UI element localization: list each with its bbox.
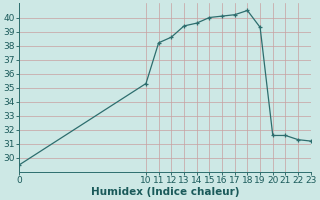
X-axis label: Humidex (Indice chaleur): Humidex (Indice chaleur)	[91, 187, 239, 197]
